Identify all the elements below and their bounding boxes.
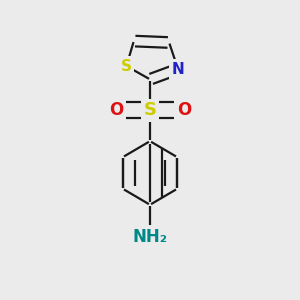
Text: N: N [172, 61, 184, 76]
Text: S: S [143, 101, 157, 119]
Text: NH₂: NH₂ [133, 228, 167, 246]
Text: O: O [109, 101, 123, 119]
Text: O: O [177, 101, 191, 119]
Text: S: S [121, 58, 132, 74]
